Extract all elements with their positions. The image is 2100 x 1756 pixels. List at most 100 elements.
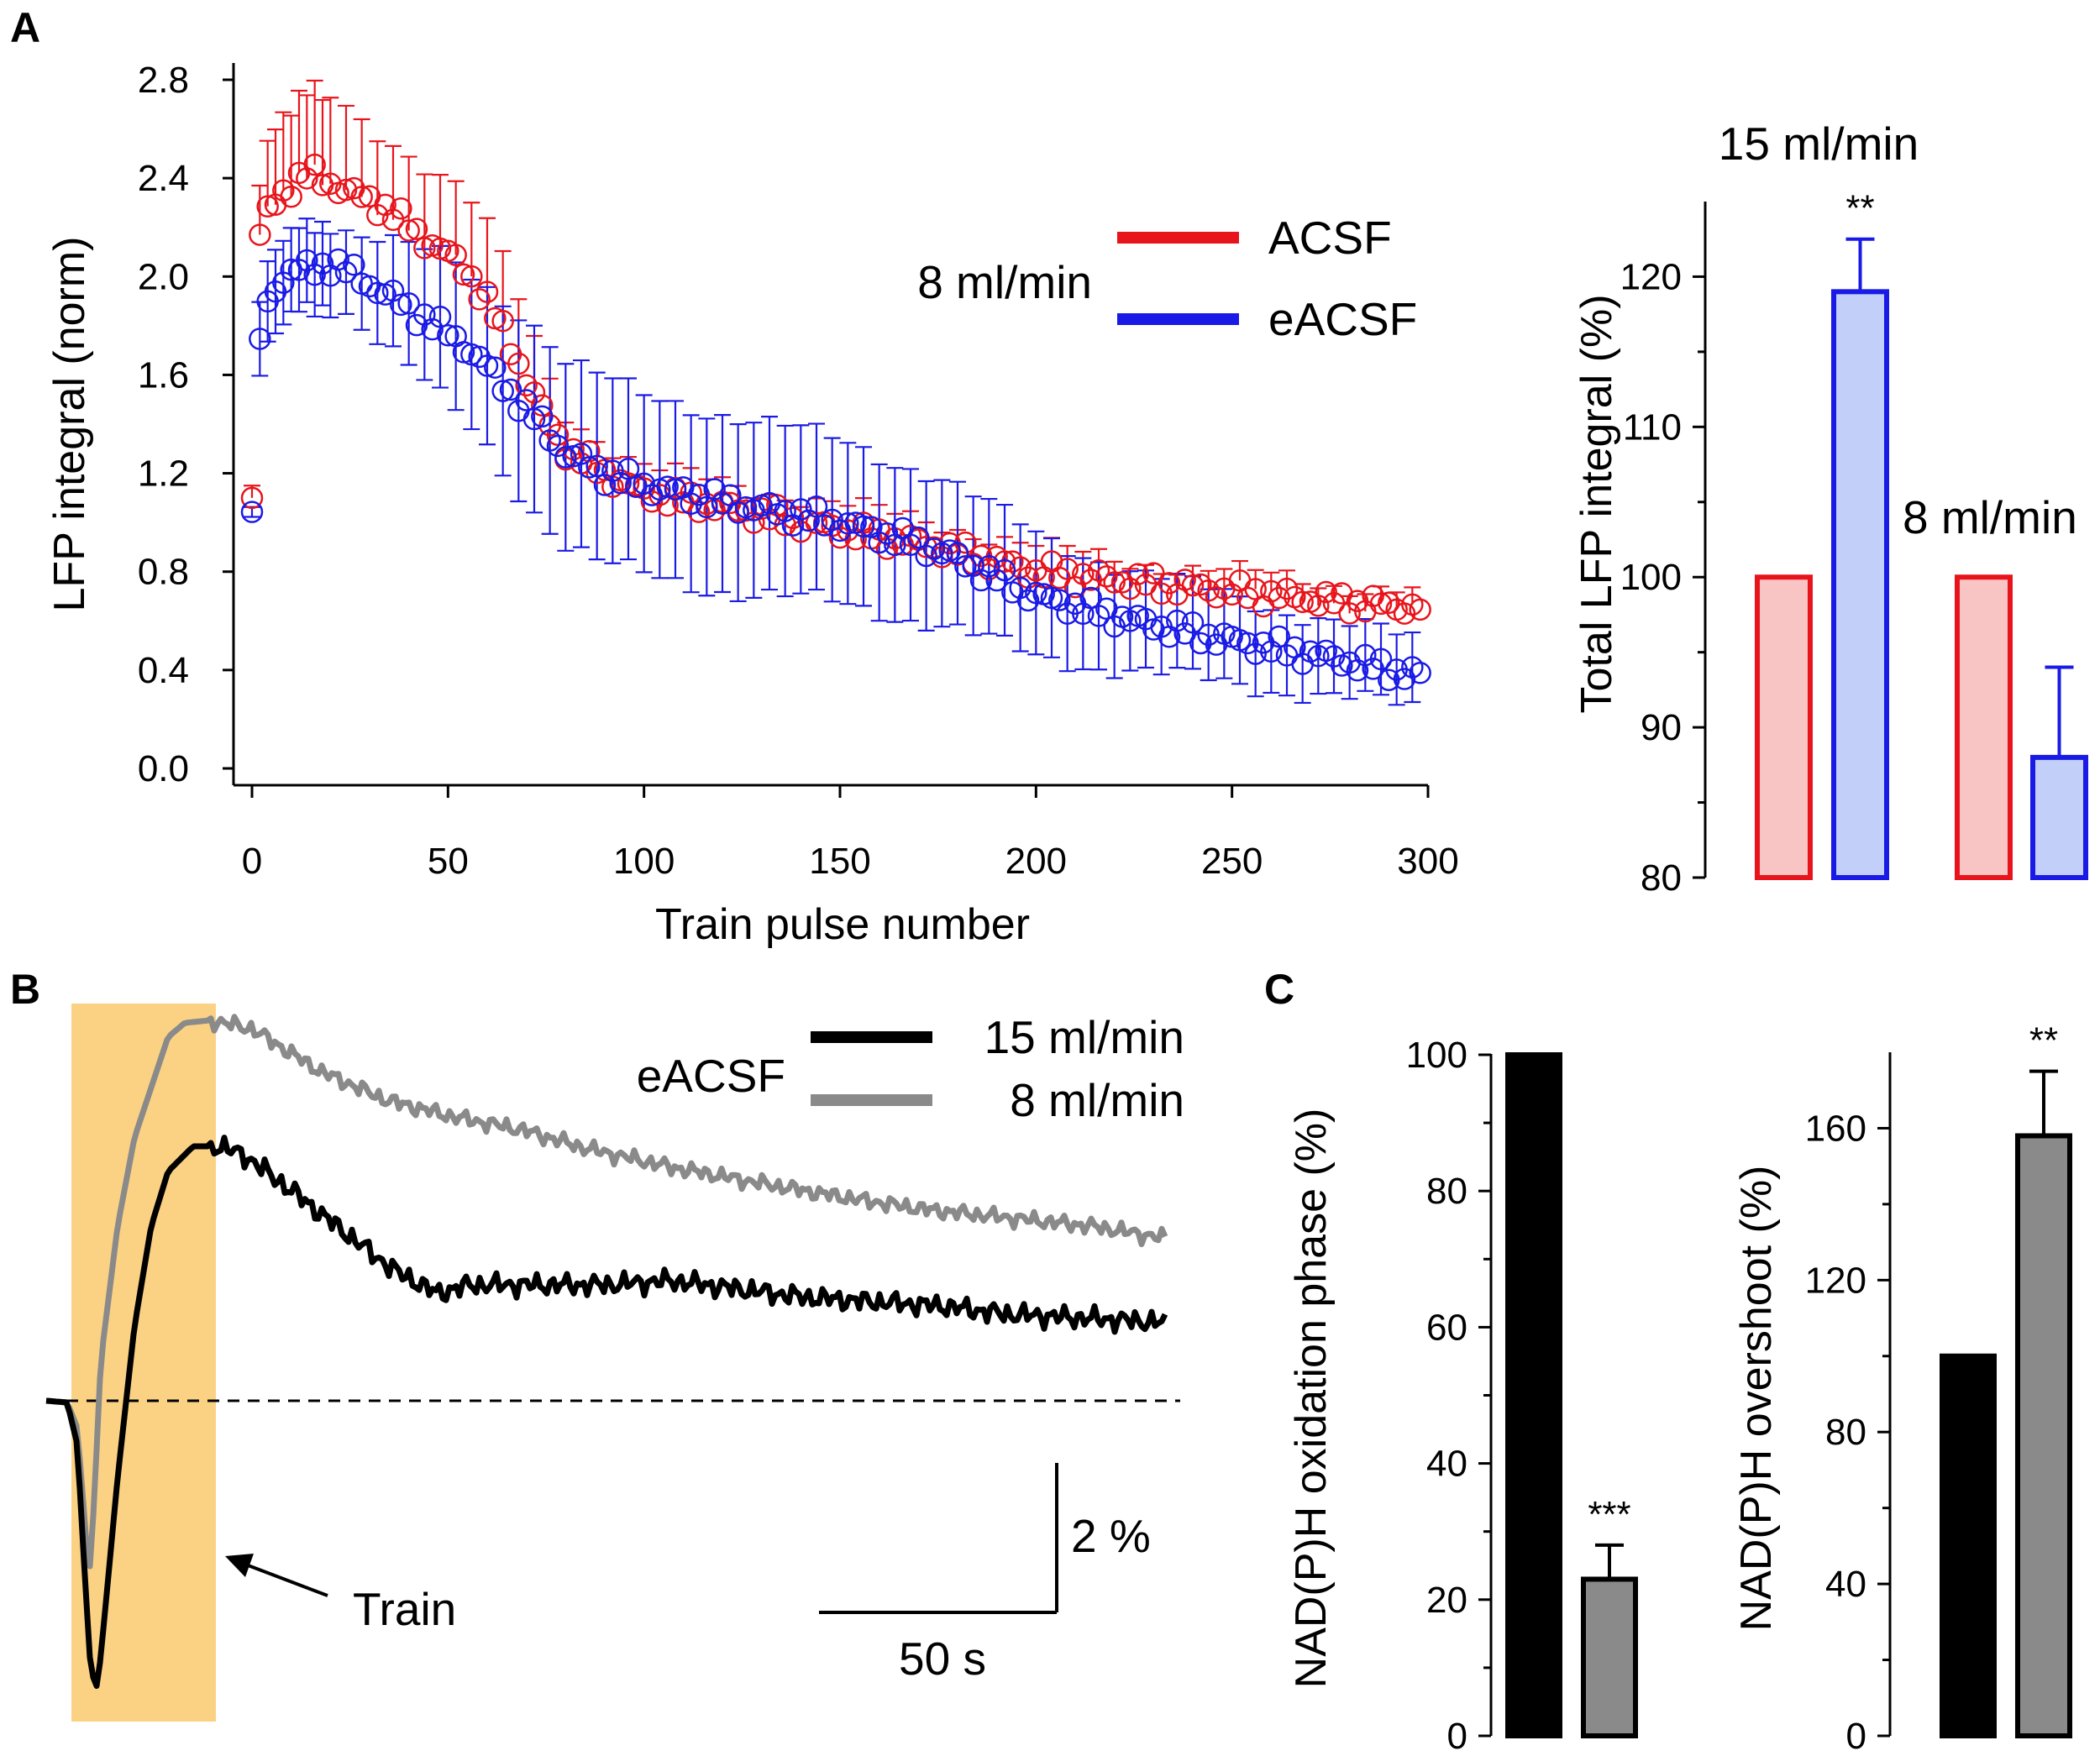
panel-a-right-y-tick-label: 100 [1620,557,1682,598]
data-point-acsf [381,208,405,231]
scale-bar-x-label: 50 s [899,1633,986,1685]
data-point-acsf [781,506,805,529]
data-point-eacsf [797,509,820,532]
data-point-eacsf [491,380,514,402]
data-point-eacsf [664,478,687,501]
data-point-eacsf [484,356,507,379]
data-point-acsf [1260,579,1283,603]
train-arrow [243,1562,328,1597]
panel-a-right-group-label-15: 15 ml/min [1719,118,1919,170]
data-point-eacsf [687,483,711,506]
panel-c-bar [1505,1052,1562,1738]
data-point-eacsf [1173,622,1196,645]
panel-c-right-significance-stars: ** [2029,1020,2058,1061]
data-point-eacsf [915,544,937,568]
data-point-eacsf [437,323,459,347]
data-point-eacsf [946,542,969,564]
panel-a-right-y-axis-label: Total LFP integral (%) [1572,294,1621,713]
data-point-acsf [1189,573,1212,596]
data-point-acsf [280,185,302,208]
data-point-acsf [296,167,318,190]
data-point-acsf [334,178,358,202]
data-point-eacsf [875,522,899,545]
panel-c-right-y-axis-label: NAD(P)H overshoot (%) [1732,1166,1781,1632]
data-point-acsf [1142,562,1165,584]
panel-c-right-y-tick-label: 0 [1846,1716,1866,1756]
panel-a-right-bar [1955,574,2013,880]
data-point-acsf [1087,559,1110,582]
data-point-acsf [1221,583,1243,606]
panel-letter-a: A [10,4,40,51]
panel-a-x-tick-label: 250 [1201,841,1263,882]
data-point-eacsf [790,498,812,521]
data-point-eacsf [554,446,577,469]
panel-a-right-bar [1831,289,1889,881]
data-point-eacsf [852,515,875,538]
data-point-eacsf [1401,656,1424,679]
panel-a-right-bar [1755,574,1813,880]
panel-c-right-overshoot-bar-chart: 0 40 80 120 160 ** NAD(P)H overshoot (%) [1732,1020,2072,1756]
data-point-eacsf [837,511,859,535]
data-point-eacsf [366,281,389,305]
data-point-eacsf [531,405,554,428]
data-point-eacsf [962,554,984,578]
scale-bar-y-label: 2 % [1071,1510,1151,1562]
panel-b-legend-label-15: 15 ml/min [984,1011,1184,1063]
panel-a-legend-label-acsf: ACSF [1268,212,1392,264]
panel-b-legend-label-8: 8 ml/min [1010,1074,1184,1126]
data-point-acsf [1197,579,1220,602]
data-point-eacsf [311,252,334,275]
panel-c-right-y-tick-label: 160 [1805,1108,1866,1149]
data-point-acsf [1275,577,1299,600]
panel-c-right-y-tick-label: 120 [1805,1260,1866,1301]
data-point-acsf [303,153,326,176]
panel-c-bar [1581,1576,1638,1738]
data-point-eacsf [296,249,318,272]
data-point-acsf [1056,558,1079,580]
data-point-eacsf [585,454,608,478]
panel-c-oxidation-bar-chart: 0 20 40 60 80 100 *** NAD(P)H oxidation phase… [1287,1035,1638,1756]
data-point-acsf [993,550,1016,573]
data-point-acsf [249,223,271,246]
data-point-acsf [1173,569,1196,591]
data-point-acsf [1291,590,1314,614]
data-point-eacsf [593,474,617,496]
data-point-acsf [390,197,412,220]
panel-b-legend-group-label: eACSF [637,1050,785,1102]
data-point-acsf [1378,591,1400,614]
data-point-eacsf [1087,605,1110,627]
panel-c-right-y-tick-label: 80 [1825,1412,1866,1453]
data-point-eacsf [1166,609,1189,632]
panel-a-x-tick-label: 100 [613,841,675,882]
data-point-acsf [507,352,530,375]
data-point-acsf [1338,602,1361,625]
data-point-eacsf [1393,668,1416,690]
data-point-acsf [766,494,789,516]
panel-a-y-tick-label: 1.2 [138,453,189,495]
data-point-eacsf [327,248,349,271]
data-point-acsf [515,374,538,397]
data-point-eacsf [1025,581,1047,605]
panel-b-traces: eACSF 15 ml/min 8 ml/min Train 2 % 50 s [45,1004,1184,1722]
data-point-acsf [1095,565,1118,588]
data-point-acsf [1409,598,1431,621]
data-point-eacsf [1244,642,1267,665]
data-point-acsf [1369,592,1393,616]
data-point-eacsf [578,456,601,479]
data-point-acsf [1307,595,1330,617]
data-point-eacsf [272,271,295,294]
data-point-eacsf [1016,589,1040,612]
data-point-acsf [475,280,499,303]
data-point-eacsf [570,443,593,465]
panel-a-right-significance-stars: ** [1845,188,1874,229]
data-point-eacsf [601,459,624,482]
data-point-eacsf [703,478,726,501]
panel-a-y-axis-label: LFP integral (norm) [45,237,94,612]
data-point-acsf [522,381,546,404]
data-point-eacsf [428,305,452,328]
data-point-acsf [1072,563,1095,585]
trace-8-ml-min [45,1014,1168,1570]
panel-a-y-tick-label: 2.8 [138,60,189,101]
panel-a-right-y-tick-label: 90 [1641,707,1682,748]
data-point-acsf [546,423,570,446]
